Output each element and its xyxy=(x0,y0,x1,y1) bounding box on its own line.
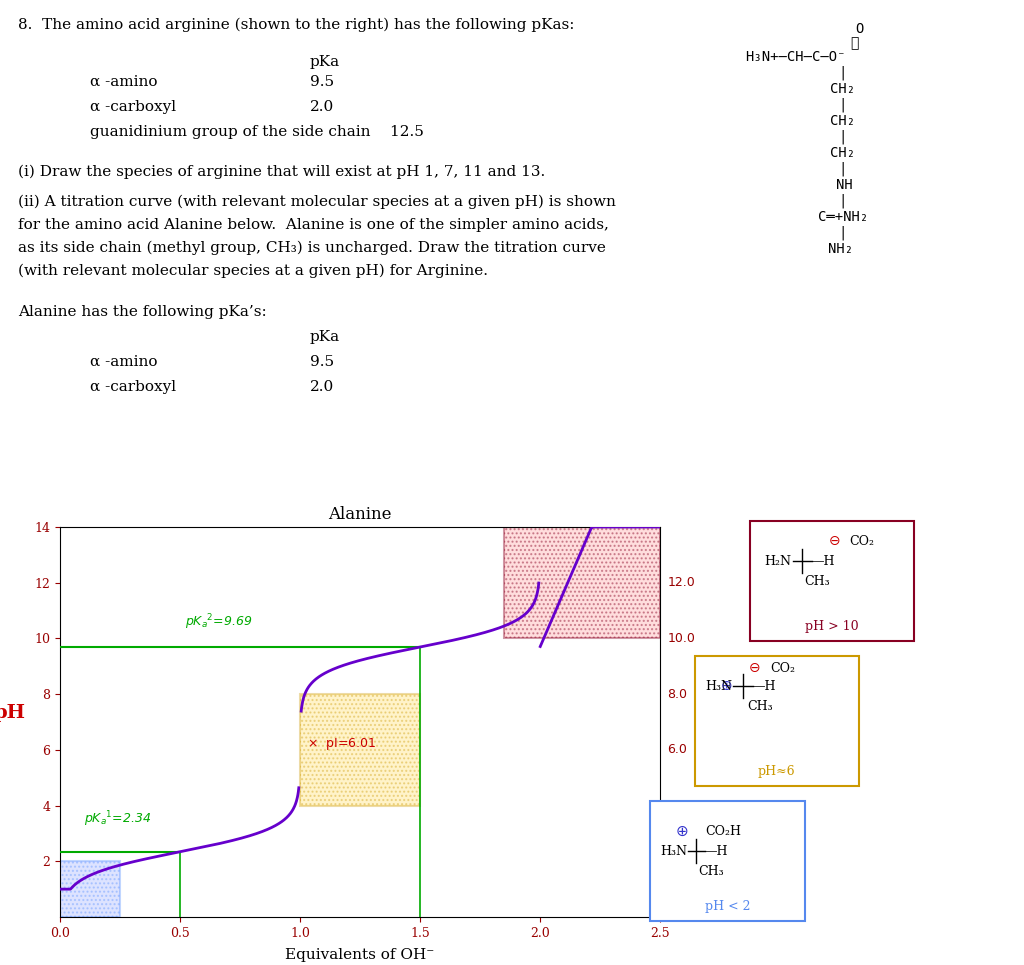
Text: ⊕: ⊕ xyxy=(676,824,688,839)
Text: CH₂: CH₂ xyxy=(830,114,855,128)
Bar xyxy=(650,801,805,922)
Text: (ii) A titration curve (with relevant molecular species at a given pH) is shown: (ii) A titration curve (with relevant mo… xyxy=(18,195,615,209)
Text: 4.0: 4.0 xyxy=(668,799,687,813)
Text: 2.0: 2.0 xyxy=(310,100,334,114)
Text: guanidinium group of the side chain    12.5: guanidinium group of the side chain 12.5 xyxy=(90,125,424,139)
Text: pH≈6: pH≈6 xyxy=(758,765,796,779)
Text: pKa: pKa xyxy=(310,55,340,69)
Text: —H: —H xyxy=(753,680,776,693)
Text: 2.0: 2.0 xyxy=(310,380,334,394)
Bar xyxy=(750,521,914,642)
Text: CO₂: CO₂ xyxy=(850,535,874,548)
Text: ⊖: ⊖ xyxy=(828,535,841,548)
Text: ∥: ∥ xyxy=(850,36,858,50)
Text: for the amino acid Alanine below.  Alanine is one of the simpler amino acids,: for the amino acid Alanine below. Alanin… xyxy=(18,218,609,232)
Text: (with relevant molecular species at a given pH) for Arginine.: (with relevant molecular species at a gi… xyxy=(18,264,488,278)
Text: CH₃: CH₃ xyxy=(698,865,724,878)
Text: 12.0: 12.0 xyxy=(668,576,695,590)
Text: 9.5: 9.5 xyxy=(310,355,334,369)
Text: NH₂: NH₂ xyxy=(828,242,853,256)
Bar xyxy=(300,694,420,806)
Text: |: | xyxy=(839,65,847,79)
Text: as its side chain (methyl group, CH₃) is uncharged. Draw the titration curve: as its side chain (methyl group, CH₃) is… xyxy=(18,241,606,256)
Text: H₃N: H₃N xyxy=(705,680,732,693)
Text: CO₂: CO₂ xyxy=(770,662,795,675)
Text: 9.5: 9.5 xyxy=(310,75,334,89)
Title: Alanine: Alanine xyxy=(329,506,392,523)
Text: H₃N+—CH—C—O⁻: H₃N+—CH—C—O⁻ xyxy=(745,50,846,64)
Text: pKa: pKa xyxy=(310,330,340,344)
Text: CH₃: CH₃ xyxy=(805,575,830,588)
Y-axis label: pH: pH xyxy=(0,704,26,722)
Text: H₃N: H₃N xyxy=(660,845,687,858)
X-axis label: Equivalents of OH⁻: Equivalents of OH⁻ xyxy=(286,948,434,962)
Text: |: | xyxy=(839,129,847,144)
Text: $\times$  pI=6.01: $\times$ pI=6.01 xyxy=(307,736,377,753)
Text: |: | xyxy=(839,161,847,176)
Text: 8.0: 8.0 xyxy=(668,688,687,701)
Text: |: | xyxy=(839,97,847,112)
Text: 2.0: 2.0 xyxy=(668,855,687,868)
Text: 10.0: 10.0 xyxy=(668,632,695,645)
Text: pH > 10: pH > 10 xyxy=(805,620,858,633)
Text: Alanine has the following pKa’s:: Alanine has the following pKa’s: xyxy=(18,305,266,319)
Bar xyxy=(695,656,859,786)
Text: O: O xyxy=(855,22,863,36)
Text: α -amino: α -amino xyxy=(90,355,158,369)
Text: (i) Draw the species of arginine that will exist at pH 1, 7, 11 and 13.: (i) Draw the species of arginine that wi… xyxy=(18,165,545,179)
Text: $pK_a{}^1$=2.34: $pK_a{}^1$=2.34 xyxy=(84,810,152,829)
Text: α -carboxyl: α -carboxyl xyxy=(90,380,176,394)
Text: C═+NH₂: C═+NH₂ xyxy=(818,210,868,224)
Text: α -carboxyl: α -carboxyl xyxy=(90,100,176,114)
Text: α -amino: α -amino xyxy=(90,75,158,89)
Text: H₂N: H₂N xyxy=(765,555,792,568)
Text: |: | xyxy=(839,193,847,207)
Text: CO₂H: CO₂H xyxy=(705,825,741,838)
Text: NH: NH xyxy=(836,178,853,192)
Bar xyxy=(504,527,660,639)
Text: 6.0: 6.0 xyxy=(668,743,687,757)
Text: |: | xyxy=(839,225,847,239)
Text: ⊕: ⊕ xyxy=(721,679,733,694)
Text: CH₂: CH₂ xyxy=(830,146,855,160)
Text: CH₃: CH₃ xyxy=(746,700,772,713)
Text: pH < 2: pH < 2 xyxy=(706,900,751,914)
Text: ⊖: ⊖ xyxy=(749,661,761,676)
Text: —H: —H xyxy=(705,845,728,858)
Text: 8.  The amino acid arginine (shown to the right) has the following pKas:: 8. The amino acid arginine (shown to the… xyxy=(18,18,574,33)
Text: —H: —H xyxy=(812,555,836,568)
Bar xyxy=(60,862,120,917)
Text: CH₂: CH₂ xyxy=(830,82,855,96)
Text: $pK_a{}^2$=9.69: $pK_a{}^2$=9.69 xyxy=(184,612,252,631)
